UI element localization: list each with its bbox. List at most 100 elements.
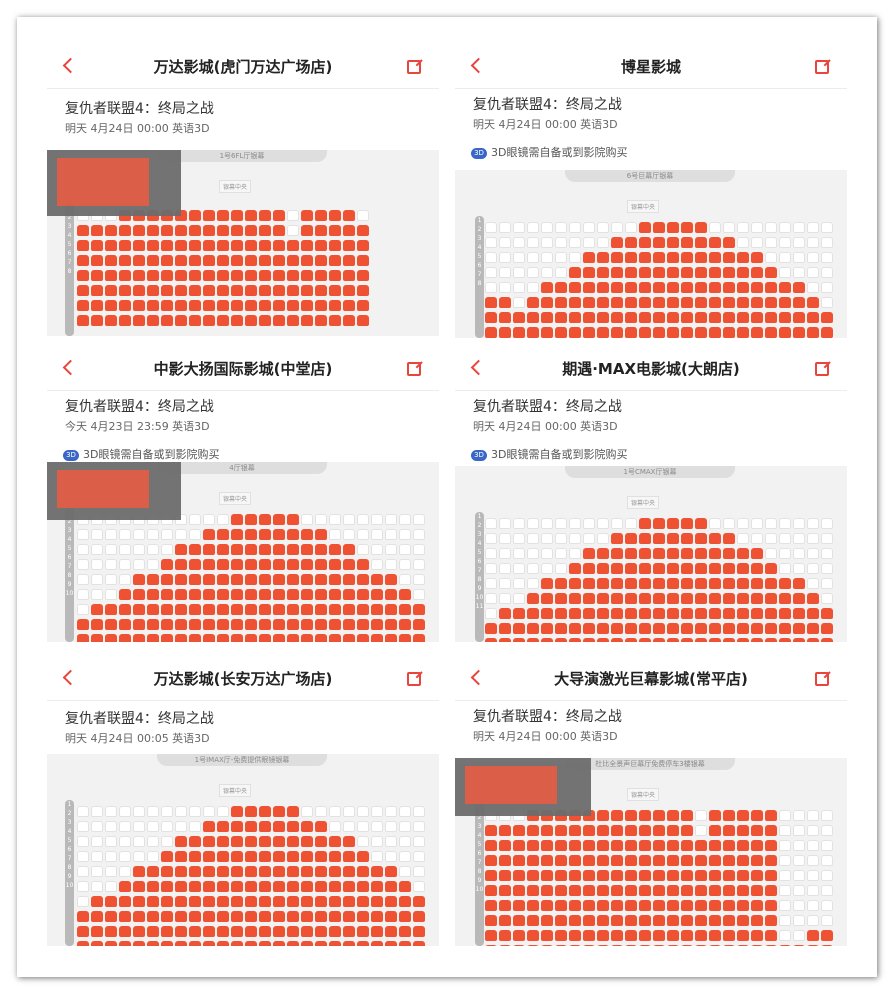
seat[interactable] xyxy=(147,619,159,630)
seat[interactable] xyxy=(385,836,397,847)
seat[interactable] xyxy=(259,300,271,311)
seat[interactable] xyxy=(597,578,609,589)
seat[interactable] xyxy=(259,926,271,937)
seat[interactable] xyxy=(245,941,257,946)
seat[interactable] xyxy=(653,548,665,559)
seat[interactable] xyxy=(385,941,397,946)
seat[interactable] xyxy=(147,634,159,642)
seat[interactable] xyxy=(105,941,117,946)
seat[interactable] xyxy=(709,840,721,851)
seat[interactable] xyxy=(821,548,833,559)
seat[interactable] xyxy=(287,604,299,615)
seat[interactable] xyxy=(119,911,131,922)
seat[interactable] xyxy=(709,608,721,619)
seat[interactable] xyxy=(513,885,525,896)
seat[interactable] xyxy=(583,578,595,589)
seat[interactable] xyxy=(667,810,679,821)
seat[interactable] xyxy=(569,297,581,308)
seat[interactable] xyxy=(485,252,497,263)
seat[interactable] xyxy=(329,589,341,600)
seat[interactable] xyxy=(709,237,721,248)
seat[interactable] xyxy=(569,222,581,233)
seat[interactable] xyxy=(751,915,763,926)
seat[interactable] xyxy=(371,634,383,642)
seat[interactable] xyxy=(189,851,201,862)
seat[interactable] xyxy=(709,593,721,604)
seat[interactable] xyxy=(681,825,693,836)
seat[interactable] xyxy=(133,574,145,585)
seat[interactable] xyxy=(399,911,411,922)
seat[interactable] xyxy=(231,559,243,570)
seat[interactable] xyxy=(189,270,201,281)
seat[interactable] xyxy=(273,514,285,525)
seat[interactable] xyxy=(821,267,833,278)
seat[interactable] xyxy=(625,810,637,821)
seat[interactable] xyxy=(765,900,777,911)
seat[interactable] xyxy=(499,825,511,836)
seat[interactable] xyxy=(695,578,707,589)
seat[interactable] xyxy=(821,840,833,851)
seat[interactable] xyxy=(399,604,411,615)
seat[interactable] xyxy=(119,866,131,877)
seat[interactable] xyxy=(821,593,833,604)
seat[interactable] xyxy=(371,911,383,922)
seat[interactable] xyxy=(147,315,159,326)
seat[interactable] xyxy=(77,255,89,266)
seat[interactable] xyxy=(625,297,637,308)
seat[interactable] xyxy=(611,930,623,941)
seat[interactable] xyxy=(485,327,497,338)
seat[interactable] xyxy=(709,945,721,946)
seat[interactable] xyxy=(231,225,243,236)
seat[interactable] xyxy=(315,574,327,585)
chevron-left-icon[interactable] xyxy=(62,669,79,686)
seat[interactable] xyxy=(77,911,89,922)
seat[interactable] xyxy=(329,255,341,266)
seat[interactable] xyxy=(301,821,313,832)
seat[interactable] xyxy=(357,225,369,236)
seat[interactable] xyxy=(611,915,623,926)
seat[interactable] xyxy=(723,638,735,642)
seat[interactable] xyxy=(301,851,313,862)
seat[interactable] xyxy=(709,855,721,866)
seat[interactable] xyxy=(357,634,369,642)
share-icon[interactable] xyxy=(815,672,829,686)
seat[interactable] xyxy=(723,548,735,559)
seat[interactable] xyxy=(527,930,539,941)
seat[interactable] xyxy=(189,604,201,615)
seat[interactable] xyxy=(597,855,609,866)
seat[interactable] xyxy=(583,327,595,338)
seat[interactable] xyxy=(91,300,103,311)
seat[interactable] xyxy=(147,574,159,585)
seat[interactable] xyxy=(273,821,285,832)
seat[interactable] xyxy=(161,574,173,585)
seat[interactable] xyxy=(513,855,525,866)
seat[interactable] xyxy=(583,563,595,574)
seat[interactable] xyxy=(821,533,833,544)
seat[interactable] xyxy=(91,896,103,907)
seat[interactable] xyxy=(91,544,103,555)
seat[interactable] xyxy=(259,315,271,326)
seat[interactable] xyxy=(779,312,791,323)
seat[interactable] xyxy=(807,593,819,604)
seat[interactable] xyxy=(343,300,355,311)
seat[interactable] xyxy=(77,240,89,251)
seat[interactable] xyxy=(105,836,117,847)
seat[interactable] xyxy=(625,222,637,233)
seat[interactable] xyxy=(681,870,693,881)
seat[interactable] xyxy=(667,237,679,248)
seat[interactable] xyxy=(301,806,313,817)
seat[interactable] xyxy=(667,608,679,619)
seat[interactable] xyxy=(527,563,539,574)
seat[interactable] xyxy=(91,806,103,817)
seat[interactable] xyxy=(821,638,833,642)
seat[interactable] xyxy=(119,941,131,946)
seat[interactable] xyxy=(793,518,805,529)
seat[interactable] xyxy=(329,529,341,540)
seat[interactable] xyxy=(611,825,623,836)
seat[interactable] xyxy=(189,911,201,922)
seat[interactable] xyxy=(133,559,145,570)
seat[interactable] xyxy=(259,210,271,221)
seat[interactable] xyxy=(667,900,679,911)
seat[interactable] xyxy=(527,870,539,881)
seat[interactable] xyxy=(77,634,89,642)
